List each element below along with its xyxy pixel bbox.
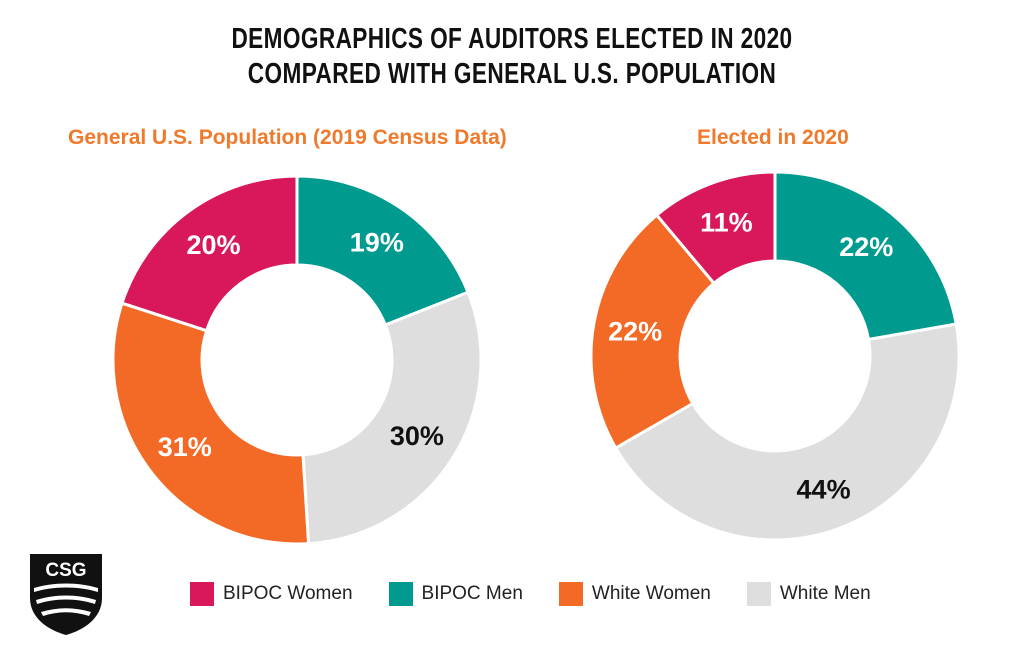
- legend-label: BIPOC Women: [223, 583, 353, 604]
- csg-logo: CSG: [30, 554, 102, 635]
- left-chart-title: General U.S. Population (2019 Census Dat…: [68, 126, 507, 149]
- legend-swatch-white-men: [746, 582, 771, 606]
- slice-white-men: [301, 290, 483, 546]
- data-label-white-men: 44%: [797, 474, 851, 504]
- chart-title: DEMOGRAPHICS OF AUDITORS ELECTED IN 2020…: [113, 22, 912, 92]
- data-label-bipoc-women: 11%: [700, 208, 753, 238]
- slice-white-men: [613, 322, 961, 542]
- donut-chart-elected-2020: 22% 44% 22% 11%: [589, 170, 961, 542]
- legend-label: White Men: [779, 583, 871, 604]
- legend-label: BIPOC Men: [421, 583, 523, 604]
- data-label-white-men: 30%: [390, 421, 444, 451]
- slice-white-women: [111, 301, 311, 546]
- legend-swatch-bipoc-men: [388, 582, 413, 606]
- data-label-white-women: 22%: [608, 316, 662, 346]
- slice-bipoc-women: [654, 170, 777, 286]
- slice-bipoc-men: [773, 170, 958, 342]
- data-label-bipoc-women: 20%: [187, 230, 241, 260]
- legend-swatch-white-women: [558, 582, 583, 606]
- legend-item-bipoc-women: BIPOC Women: [190, 582, 353, 606]
- legend-item-white-men: White Men: [746, 582, 871, 606]
- data-label-white-women: 31%: [158, 432, 212, 462]
- slice-white-women: [589, 212, 717, 451]
- data-label-bipoc-men: 19%: [350, 228, 404, 258]
- legend-label: White Women: [591, 583, 711, 604]
- legend: BIPOC Women BIPOC Men White Women White …: [190, 582, 907, 606]
- data-label-bipoc-men: 22%: [839, 232, 893, 262]
- title-line-2: COMPARED WITH GENERAL U.S. POPULATION: [247, 58, 777, 90]
- logo-text: CSG: [45, 560, 86, 581]
- title-line-1: DEMOGRAPHICS OF AUDITORS ELECTED IN 2020: [231, 23, 793, 55]
- donut-chart-general-population: 19% 30% 31% 20%: [111, 174, 483, 546]
- slice-bipoc-women: [120, 174, 299, 333]
- slice-bipoc-men: [295, 174, 471, 327]
- right-chart-title: Elected in 2020: [697, 126, 849, 149]
- legend-item-white-women: White Women: [558, 582, 711, 606]
- legend-swatch-bipoc-women: [190, 582, 214, 606]
- legend-item-bipoc-men: BIPOC Men: [388, 582, 523, 606]
